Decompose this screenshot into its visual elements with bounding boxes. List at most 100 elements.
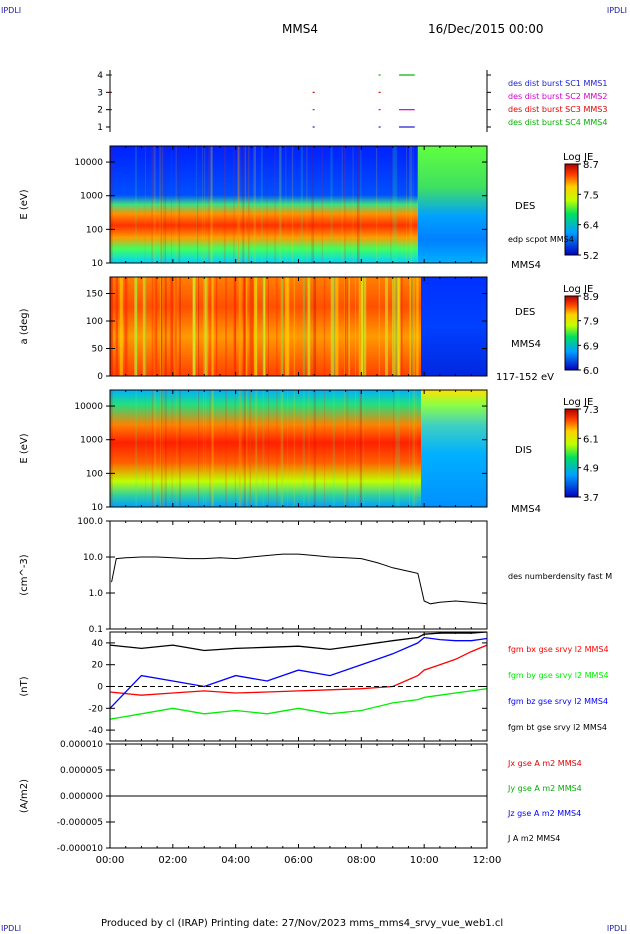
des_e-spectrogram-stripe	[196, 146, 198, 263]
des_e-spectrogram-stripe	[197, 146, 199, 263]
dis_e-colorbar-label: 4.9	[583, 464, 599, 475]
dis_e-spectrogram-stripe	[281, 390, 283, 507]
dis_e-spectrogram-stripe	[239, 390, 242, 507]
dis_e-spectrogram-stripe	[163, 390, 165, 507]
dis_e-spectrogram-stripe	[323, 390, 326, 507]
footer-text: Produced by cl (IRAP) Printing date: 27/…	[101, 918, 504, 929]
des_e-spectrogram-stripe	[159, 146, 161, 263]
des_pa-ytick-label: 50	[92, 345, 104, 355]
des_pa-ytick-label: 150	[86, 290, 103, 300]
des_e-spectrogram-stripe	[291, 146, 294, 263]
current-legend-label: Jz gse A m2 MMS4	[507, 809, 581, 818]
des_e-instrument-label: DES	[515, 201, 535, 212]
dis_e-spectrogram-stripe	[225, 390, 227, 507]
dis_e-spectrogram-stripe	[409, 390, 410, 507]
des_pa-spectrogram-stripe	[239, 277, 242, 376]
dis_e-spectrogram-stripe	[151, 390, 154, 507]
spacecraft-title: MMS4	[282, 22, 318, 36]
des_pa-spectrogram-stripe	[378, 277, 380, 376]
des_pa-spectrogram-stripe	[362, 277, 365, 376]
dis_e-spectrogram-stripe	[361, 390, 363, 507]
des_e-spacecraft-label: MMS4	[511, 260, 541, 271]
des_pa-colorbar-title: Log JE	[563, 284, 593, 295]
dis_e-spectrogram-stripe	[280, 390, 282, 507]
des_pa-spectrogram-stripe	[197, 277, 199, 376]
des_e-colorbar-label: 6.4	[583, 221, 599, 232]
des_e-spectrogram-stripe	[352, 146, 354, 263]
dis_e-ytick-label: 10000	[74, 402, 103, 412]
bfield-series-line-1	[109, 688, 488, 720]
dis_e-spectrogram-stripe	[209, 390, 211, 507]
des_pa-spectrogram-stripe	[225, 277, 227, 376]
stacked-plot: 1 2 3 4 des dist burst SC1 MMS1 des dist burs…	[19, 70, 612, 866]
time-axis-label: 12:00	[473, 855, 502, 866]
des_pa-spectrogram-stripe	[253, 277, 258, 376]
burst-ytick-label: 1	[97, 123, 103, 133]
des_e-spectrogram-stripe	[280, 146, 282, 263]
des_pa-spectrogram-stripe	[162, 277, 164, 376]
des_e-colorbar-label: 8.7	[583, 160, 599, 171]
time-axis-label: 00:00	[96, 855, 125, 866]
dis_e-spectrogram-stripe	[249, 390, 252, 507]
des_pa-spectrogram-stripe	[355, 277, 356, 376]
density-ytick-label: 0.1	[89, 625, 103, 635]
dis_e-spectrogram-stripe	[176, 390, 178, 507]
time-axis-label: 06:00	[284, 855, 313, 866]
des_pa-ytick-label: 0	[97, 372, 103, 382]
des_pa-spectrogram-stripe	[335, 277, 339, 376]
des_pa-spectrogram-stripe	[249, 277, 251, 376]
burst-legend-label: des dist burst SC2 MMS2	[508, 92, 607, 101]
des_pa-spectrogram-stripe	[361, 277, 364, 376]
des_e-spectrogram	[110, 146, 418, 263]
des_pa-spectrogram-stripe	[263, 277, 265, 376]
des_pa-spectrogram-stripe	[124, 277, 128, 376]
des_e-spectrogram-stripe	[144, 146, 146, 263]
dis_e-spectrogram-stripe	[179, 390, 181, 507]
dis_e-spectrogram-stripe	[145, 390, 146, 507]
des_pa-spectrogram-stripe	[238, 277, 241, 376]
current-ytick-label: -0.000005	[57, 818, 103, 828]
density-legend-label: des numberdensity fast M	[508, 572, 612, 581]
dis_e-spectrogram-stripe	[395, 390, 399, 507]
des_pa-spectrogram-stripe	[344, 277, 346, 376]
des_e-spectrogram-stripe	[161, 146, 163, 263]
des_pa-spectrogram-stripe	[203, 277, 204, 376]
des_pa-spectrogram-stripe	[332, 277, 335, 376]
des_e-spectrogram-stripe	[344, 146, 346, 263]
burst-ytick-label: 4	[97, 71, 103, 81]
des_e-spectrogram-stripe	[248, 146, 250, 263]
dis_e-spectrogram-stripe	[243, 390, 246, 507]
dis_e-spectrogram-stripe	[162, 390, 164, 507]
time-axis-label: 10:00	[410, 855, 439, 866]
des_e-spectrogram-stripe	[274, 146, 276, 263]
des_e-spectrogram-stripe	[279, 146, 282, 263]
des_e-spectrogram-stripe	[244, 146, 247, 263]
bfield-legend-label: fgm bt gse srvy l2 MMS4	[508, 723, 607, 732]
des_e-spectrogram-stripe	[204, 146, 206, 263]
des_e-colorbar-label: 5.2	[583, 251, 599, 262]
des_e-spectrogram-stripe	[394, 146, 398, 263]
des_pa-spectrogram-stripe	[215, 277, 218, 376]
des_e-scpot-label: edp scpot MMS4	[508, 235, 574, 244]
dis_e-spectrogram-stripe	[346, 390, 349, 507]
dis_e-spectrogram-stripe	[160, 390, 163, 507]
des_pa-spacecraft-label: MMS4	[511, 339, 541, 350]
des_pa-spectrogram-stripe	[151, 277, 154, 376]
dis_e-spectrogram-stripe	[211, 390, 214, 507]
dis_e-spectrogram-stripe	[413, 390, 416, 507]
des_e-spectrogram	[417, 146, 487, 263]
des_pa-spectrogram-stripe	[115, 277, 118, 376]
des_pa-spectrogram-stripe	[397, 277, 400, 376]
bfield-ytick-label: -40	[88, 726, 103, 736]
des_pa-spectrogram-stripe	[281, 277, 283, 376]
dis_e-spectrogram-stripe	[249, 390, 251, 507]
des_e-spectrogram-stripe	[153, 146, 156, 263]
dis_e-spectrogram-stripe	[416, 390, 417, 507]
des_e-spectrogram-stripe	[145, 146, 146, 263]
des_pa-ylabel: a (deg)	[19, 308, 30, 344]
dis_e-spectrogram	[110, 390, 422, 507]
des_e-spectrogram-stripe	[311, 146, 315, 263]
des_pa-spectrogram-stripe	[280, 277, 282, 376]
dis_e-spectrogram	[421, 390, 487, 507]
des_e-spectrogram-stripe	[110, 146, 113, 263]
